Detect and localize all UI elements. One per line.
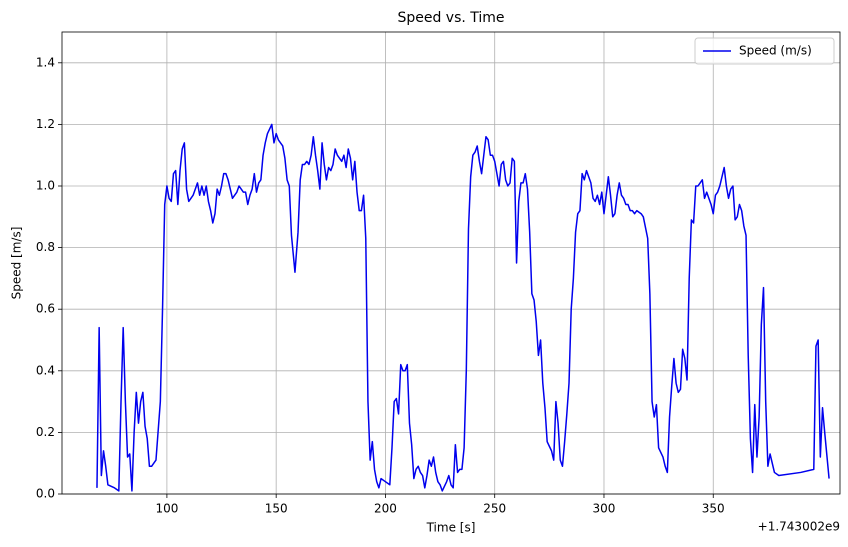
y-tick-label: 0.2 [36, 425, 55, 439]
x-tick-label: 150 [265, 502, 288, 516]
axes-frame [61, 31, 841, 495]
x-tick-label: 350 [702, 502, 725, 516]
y-tick-label: 1.2 [36, 117, 55, 131]
y-tick-label: 0.4 [36, 363, 55, 377]
chart-title: Speed vs. Time [397, 10, 504, 26]
x-offset-label: +1.743002e9 [758, 520, 840, 534]
x-tick-label: 100 [155, 502, 178, 516]
tick-layer: 100 150 200 250 300 350 0.0 0.2 0.4 0.6 0.8 1.0 1.2 1… [36, 55, 725, 515]
legend-label: Speed (m/s) [739, 44, 812, 58]
y-tick-label: 0.6 [36, 302, 55, 316]
legend: Speed (m/s) [694, 37, 835, 65]
y-tick-label: 0.0 [36, 487, 55, 501]
grid-layer [62, 32, 840, 495]
x-tick-label: 300 [593, 502, 616, 516]
x-tick-label: 200 [374, 502, 397, 516]
x-axis-label: Time [s] [426, 521, 476, 535]
y-axis-label: Speed [m/s] [10, 227, 24, 300]
y-tick-label: 0.8 [36, 240, 55, 254]
data-line [96, 123, 830, 492]
legend-box [694, 37, 835, 65]
y-tick-label: 1.4 [36, 55, 55, 69]
plot-layer [96, 123, 830, 492]
y-tick-label: 1.0 [36, 179, 55, 193]
x-tick-label: 250 [483, 502, 506, 516]
